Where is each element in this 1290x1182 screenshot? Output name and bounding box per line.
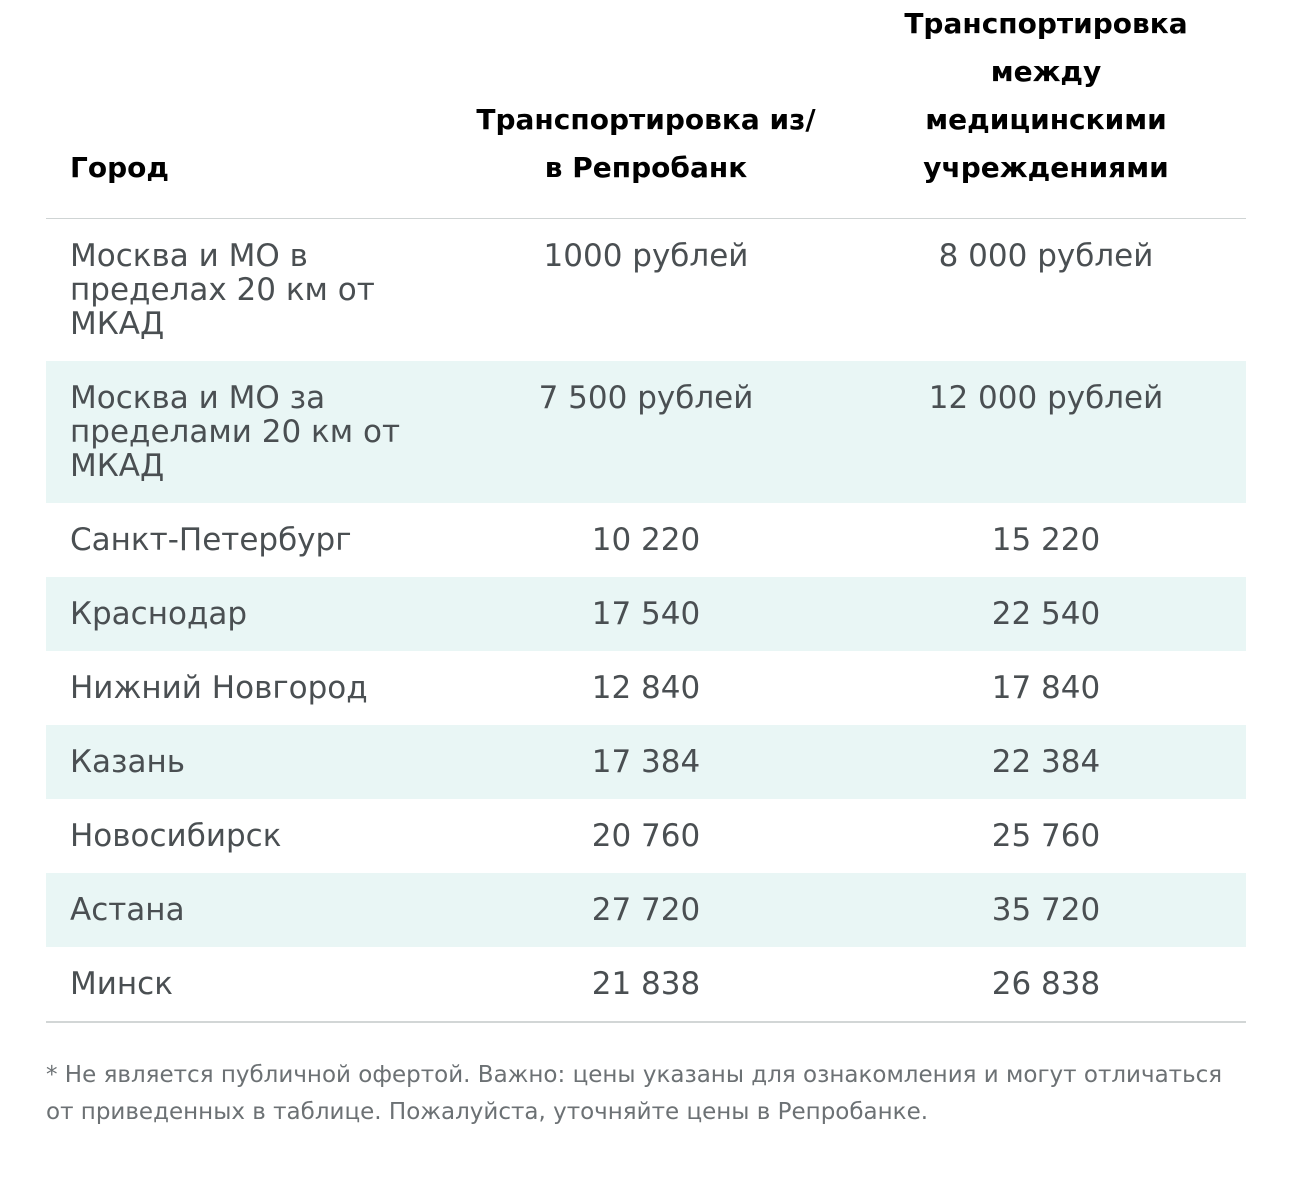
- between-clinics-cell: 26 838: [846, 947, 1246, 1023]
- city-cell: Краснодар: [46, 577, 446, 651]
- to-from-bank-cell: 7 500 рублей: [446, 361, 846, 503]
- to-from-bank-cell: 17 384: [446, 725, 846, 799]
- between-clinics-cell: 17 840: [991, 670, 1101, 706]
- table-row: Минск 21 838 26 838: [46, 947, 1246, 1023]
- table-row: Санкт-Петербург 10 220 15 220: [46, 503, 1246, 577]
- between-clinics-cell: 8 000 рублей: [938, 238, 1154, 274]
- between-clinics-cell: 22 384: [846, 725, 1246, 799]
- city-cell: Москва и МО за пределами 20 км от МКАД: [46, 361, 446, 503]
- between-clinics-cell: 25 760: [991, 818, 1101, 854]
- price-table-container: Город Транспортировка из/в Репробанк Тра…: [46, 0, 1246, 1131]
- city-cell: Казань: [46, 725, 446, 799]
- between-clinics-cell: 15 220: [991, 522, 1101, 558]
- to-from-bank-cell: 10 220: [591, 522, 701, 558]
- header-city: Город: [46, 0, 446, 219]
- table-row: Нижний Новгород 12 840 17 840: [46, 651, 1246, 725]
- transport-price-table: Город Транспортировка из/в Репробанк Тра…: [46, 0, 1246, 1023]
- table-row: Астана 27 720 35 720: [46, 873, 1246, 947]
- table-row: Краснодар 17 540 22 540: [46, 577, 1246, 651]
- table-body: Москва и МО в пределах 20 км от МКАД 100…: [46, 219, 1246, 1023]
- to-from-bank-cell: 20 760: [591, 818, 701, 854]
- to-from-bank-cell: 1000 рублей: [543, 238, 749, 274]
- between-clinics-cell: 35 720: [846, 873, 1246, 947]
- to-from-bank-cell: 21 838: [446, 947, 846, 1023]
- between-clinics-cell: 12 000 рублей: [846, 361, 1246, 503]
- header-to-from-bank: Транспортировка из/в Репробанк: [446, 0, 846, 219]
- city-cell: Москва и МО в пределах 20 км от МКАД: [70, 238, 375, 342]
- footnote: * Не является публичной офертой. Важно: …: [46, 1062, 1223, 1125]
- to-from-bank-cell: 12 840: [591, 670, 701, 706]
- between-clinics-cell: 22 540: [846, 577, 1246, 651]
- header-row: Город Транспортировка из/в Репробанк Тра…: [46, 0, 1246, 219]
- header-between-clinics: Транспортировка между медицинскими учреж…: [846, 0, 1246, 219]
- table-row: Новосибирск 20 760 25 760: [46, 799, 1246, 873]
- city-cell: Новосибирск: [70, 818, 282, 854]
- city-cell: Санкт-Петербург: [70, 522, 352, 558]
- city-cell: Нижний Новгород: [70, 670, 368, 706]
- table-row: Казань 17 384 22 384: [46, 725, 1246, 799]
- to-from-bank-cell: 27 720: [446, 873, 846, 947]
- table-header: Город Транспортировка из/в Репробанк Тра…: [46, 0, 1246, 219]
- city-cell: Минск: [46, 947, 446, 1023]
- table-row: Москва и МО за пределами 20 км от МКАД 7…: [46, 361, 1246, 503]
- city-cell: Астана: [46, 873, 446, 947]
- table-row: Москва и МО в пределах 20 км от МКАД 100…: [46, 219, 1246, 362]
- to-from-bank-cell: 17 540: [446, 577, 846, 651]
